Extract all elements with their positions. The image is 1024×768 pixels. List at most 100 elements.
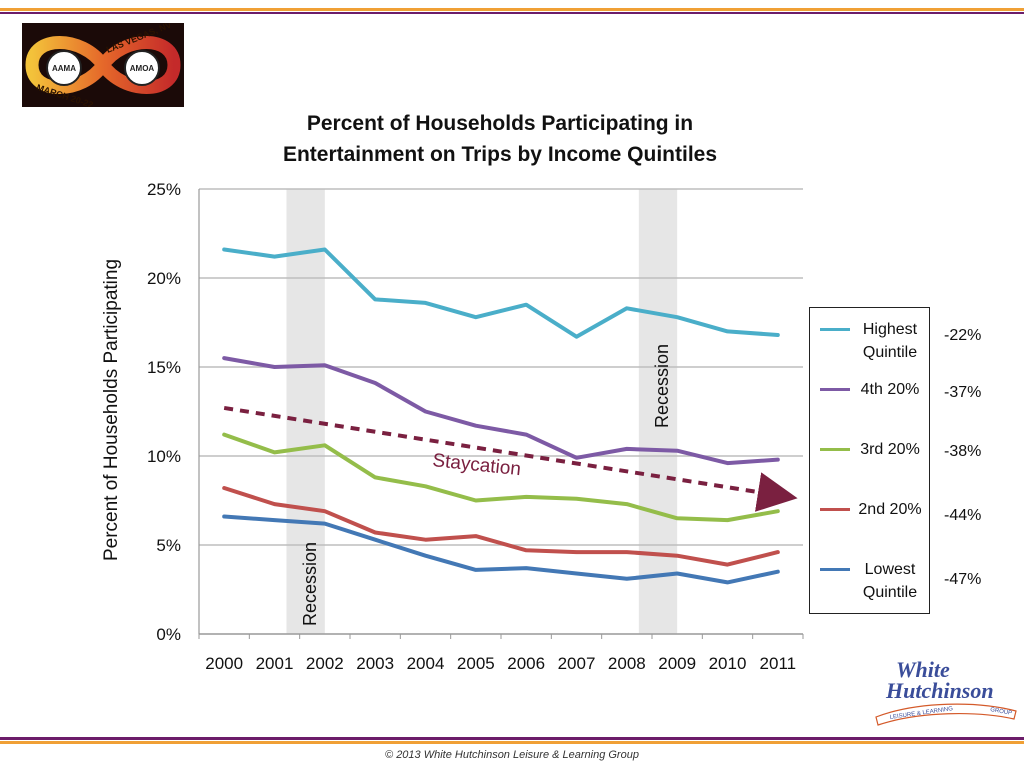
x-tick-label: 2011 <box>760 654 797 673</box>
company-logo-tagline-end: GROUP <box>990 707 1013 717</box>
series-4-point-2002 <box>323 509 327 513</box>
series-2-point-2004 <box>424 410 427 413</box>
series-2-point-2006 <box>524 433 528 437</box>
series-4-point-2005 <box>474 534 478 538</box>
series-3-point-2004 <box>424 484 427 488</box>
series-5-point-2009 <box>675 571 679 575</box>
x-tick-label: 2001 <box>256 654 294 673</box>
x-tick-label: 2000 <box>205 654 243 673</box>
series-line-2 <box>222 356 780 466</box>
legend-item: 4th 20% <box>810 378 931 438</box>
x-tick-label: 2006 <box>507 654 545 673</box>
series-1-point-2002 <box>323 248 327 252</box>
top-band-purple <box>0 12 1024 14</box>
percent-change-label: -47% <box>944 571 982 588</box>
percent-change-label: -37% <box>944 384 982 401</box>
legend-label: Highest Quintile <box>862 321 918 361</box>
company-logo-line-1: White <box>896 657 950 682</box>
x-tick-label: 2009 <box>658 654 696 673</box>
legend-swatch <box>820 328 850 331</box>
series-3-point-2000 <box>222 433 226 437</box>
y-tick-label: 10% <box>147 447 181 466</box>
series-5-point-2001 <box>273 518 276 522</box>
legend-item: Lowest Quintile <box>810 558 931 618</box>
series-2-point-2005 <box>474 424 478 428</box>
bottom-band-purple <box>0 737 1024 740</box>
series-3-point-2010 <box>726 518 729 522</box>
chart-title-line-2: Entertainment on Trips by Income Quintil… <box>282 143 718 166</box>
series-1-point-2000 <box>222 248 226 252</box>
series-1-point-2008 <box>625 306 629 310</box>
series-4-point-2009 <box>675 554 679 558</box>
series-1-point-2011 <box>776 333 780 337</box>
series-5-point-2003 <box>373 538 377 542</box>
series-3-point-2011 <box>776 509 780 513</box>
series-2-point-2003 <box>373 381 377 385</box>
series-5-point-2005 <box>474 568 478 572</box>
series-4-point-2011 <box>776 550 780 554</box>
series-3-point-2003 <box>373 475 377 479</box>
legend-swatch <box>820 388 850 391</box>
series-3-point-2001 <box>273 450 276 454</box>
series-3-point-2007 <box>575 497 578 501</box>
recession-band-2 <box>638 189 678 634</box>
series-4-point-2001 <box>273 502 276 506</box>
legend-label: Lowest Quintile <box>862 561 918 601</box>
legend-label: 3rd 20% <box>860 441 920 458</box>
legend-item: 3rd 20% <box>810 438 931 498</box>
series-4-point-2003 <box>373 531 377 535</box>
series-1-point-2006 <box>524 303 528 307</box>
company-logo-graphic: White Hutchinson LEISURE & LEARNING GROU… <box>875 657 1017 726</box>
series-5-point-2011 <box>776 570 780 574</box>
series-4-point-2010 <box>726 563 729 567</box>
y-tick-label: 20% <box>147 269 181 288</box>
x-tick-label: 2010 <box>709 654 747 673</box>
series-2-point-2002 <box>323 363 327 367</box>
x-tick-label: 2004 <box>407 654 445 673</box>
series-1-point-2003 <box>373 297 377 301</box>
series-5-point-2008 <box>625 577 629 581</box>
series-1-point-2009 <box>675 315 679 319</box>
chart-legend: Highest Quintile 4th 20% 3rd 20% 2nd 20% Low… <box>809 307 930 614</box>
x-tick-label: 2007 <box>558 654 596 673</box>
series-5-point-2004 <box>424 554 427 558</box>
legend-swatch <box>820 448 850 451</box>
series-5-point-2007 <box>575 571 578 575</box>
legend-label: 2nd 20% <box>858 501 922 518</box>
y-tick-label: 25% <box>147 180 181 199</box>
series-2-point-2010 <box>726 461 729 465</box>
series-3-point-2008 <box>625 502 629 506</box>
series-5-point-2006 <box>524 566 528 570</box>
series-1-point-2001 <box>273 255 276 259</box>
series-3-point-2006 <box>524 495 528 499</box>
series-4-point-2006 <box>524 548 528 552</box>
y-tick-label: 15% <box>147 358 181 377</box>
x-tick-label: 2008 <box>608 654 646 673</box>
y-tick-label: 0% <box>156 625 181 644</box>
legend-item: Highest Quintile <box>810 318 931 378</box>
bottom-band-orange <box>0 741 1024 744</box>
series-2-point-2001 <box>273 365 276 369</box>
chart-title: Percent of Households Participating in E… <box>200 108 800 170</box>
series-3-point-2002 <box>323 443 327 447</box>
series-2-point-2008 <box>625 447 629 451</box>
series-1-point-2007 <box>575 335 578 339</box>
series-4-point-2000 <box>222 486 226 490</box>
legend-item: 2nd 20% <box>810 498 931 558</box>
chart-title-line-1: Percent of Households Participating in <box>306 112 694 135</box>
series-2-point-2000 <box>222 356 226 360</box>
series-4-point-2007 <box>575 550 578 554</box>
event-logo-graphic: AAMA AMOA LAS VEGAS, NV MARCH 20-22 <box>25 23 181 107</box>
copyright-footer: © 2013 White Hutchinson Leisure & Learni… <box>385 749 639 761</box>
legend-label: 4th 20% <box>860 381 920 398</box>
series-2-point-2011 <box>776 458 780 462</box>
recession-label-2: Recession <box>652 344 672 428</box>
series-5-point-2010 <box>726 580 729 584</box>
series-5-point-2002 <box>323 522 327 526</box>
top-band-orange <box>0 8 1024 11</box>
series-1-point-2010 <box>726 329 729 333</box>
recession-band-1 <box>286 189 325 634</box>
legend-swatch <box>820 508 850 511</box>
series-2-point-2009 <box>675 449 679 453</box>
series-2-point-2007 <box>575 456 578 460</box>
